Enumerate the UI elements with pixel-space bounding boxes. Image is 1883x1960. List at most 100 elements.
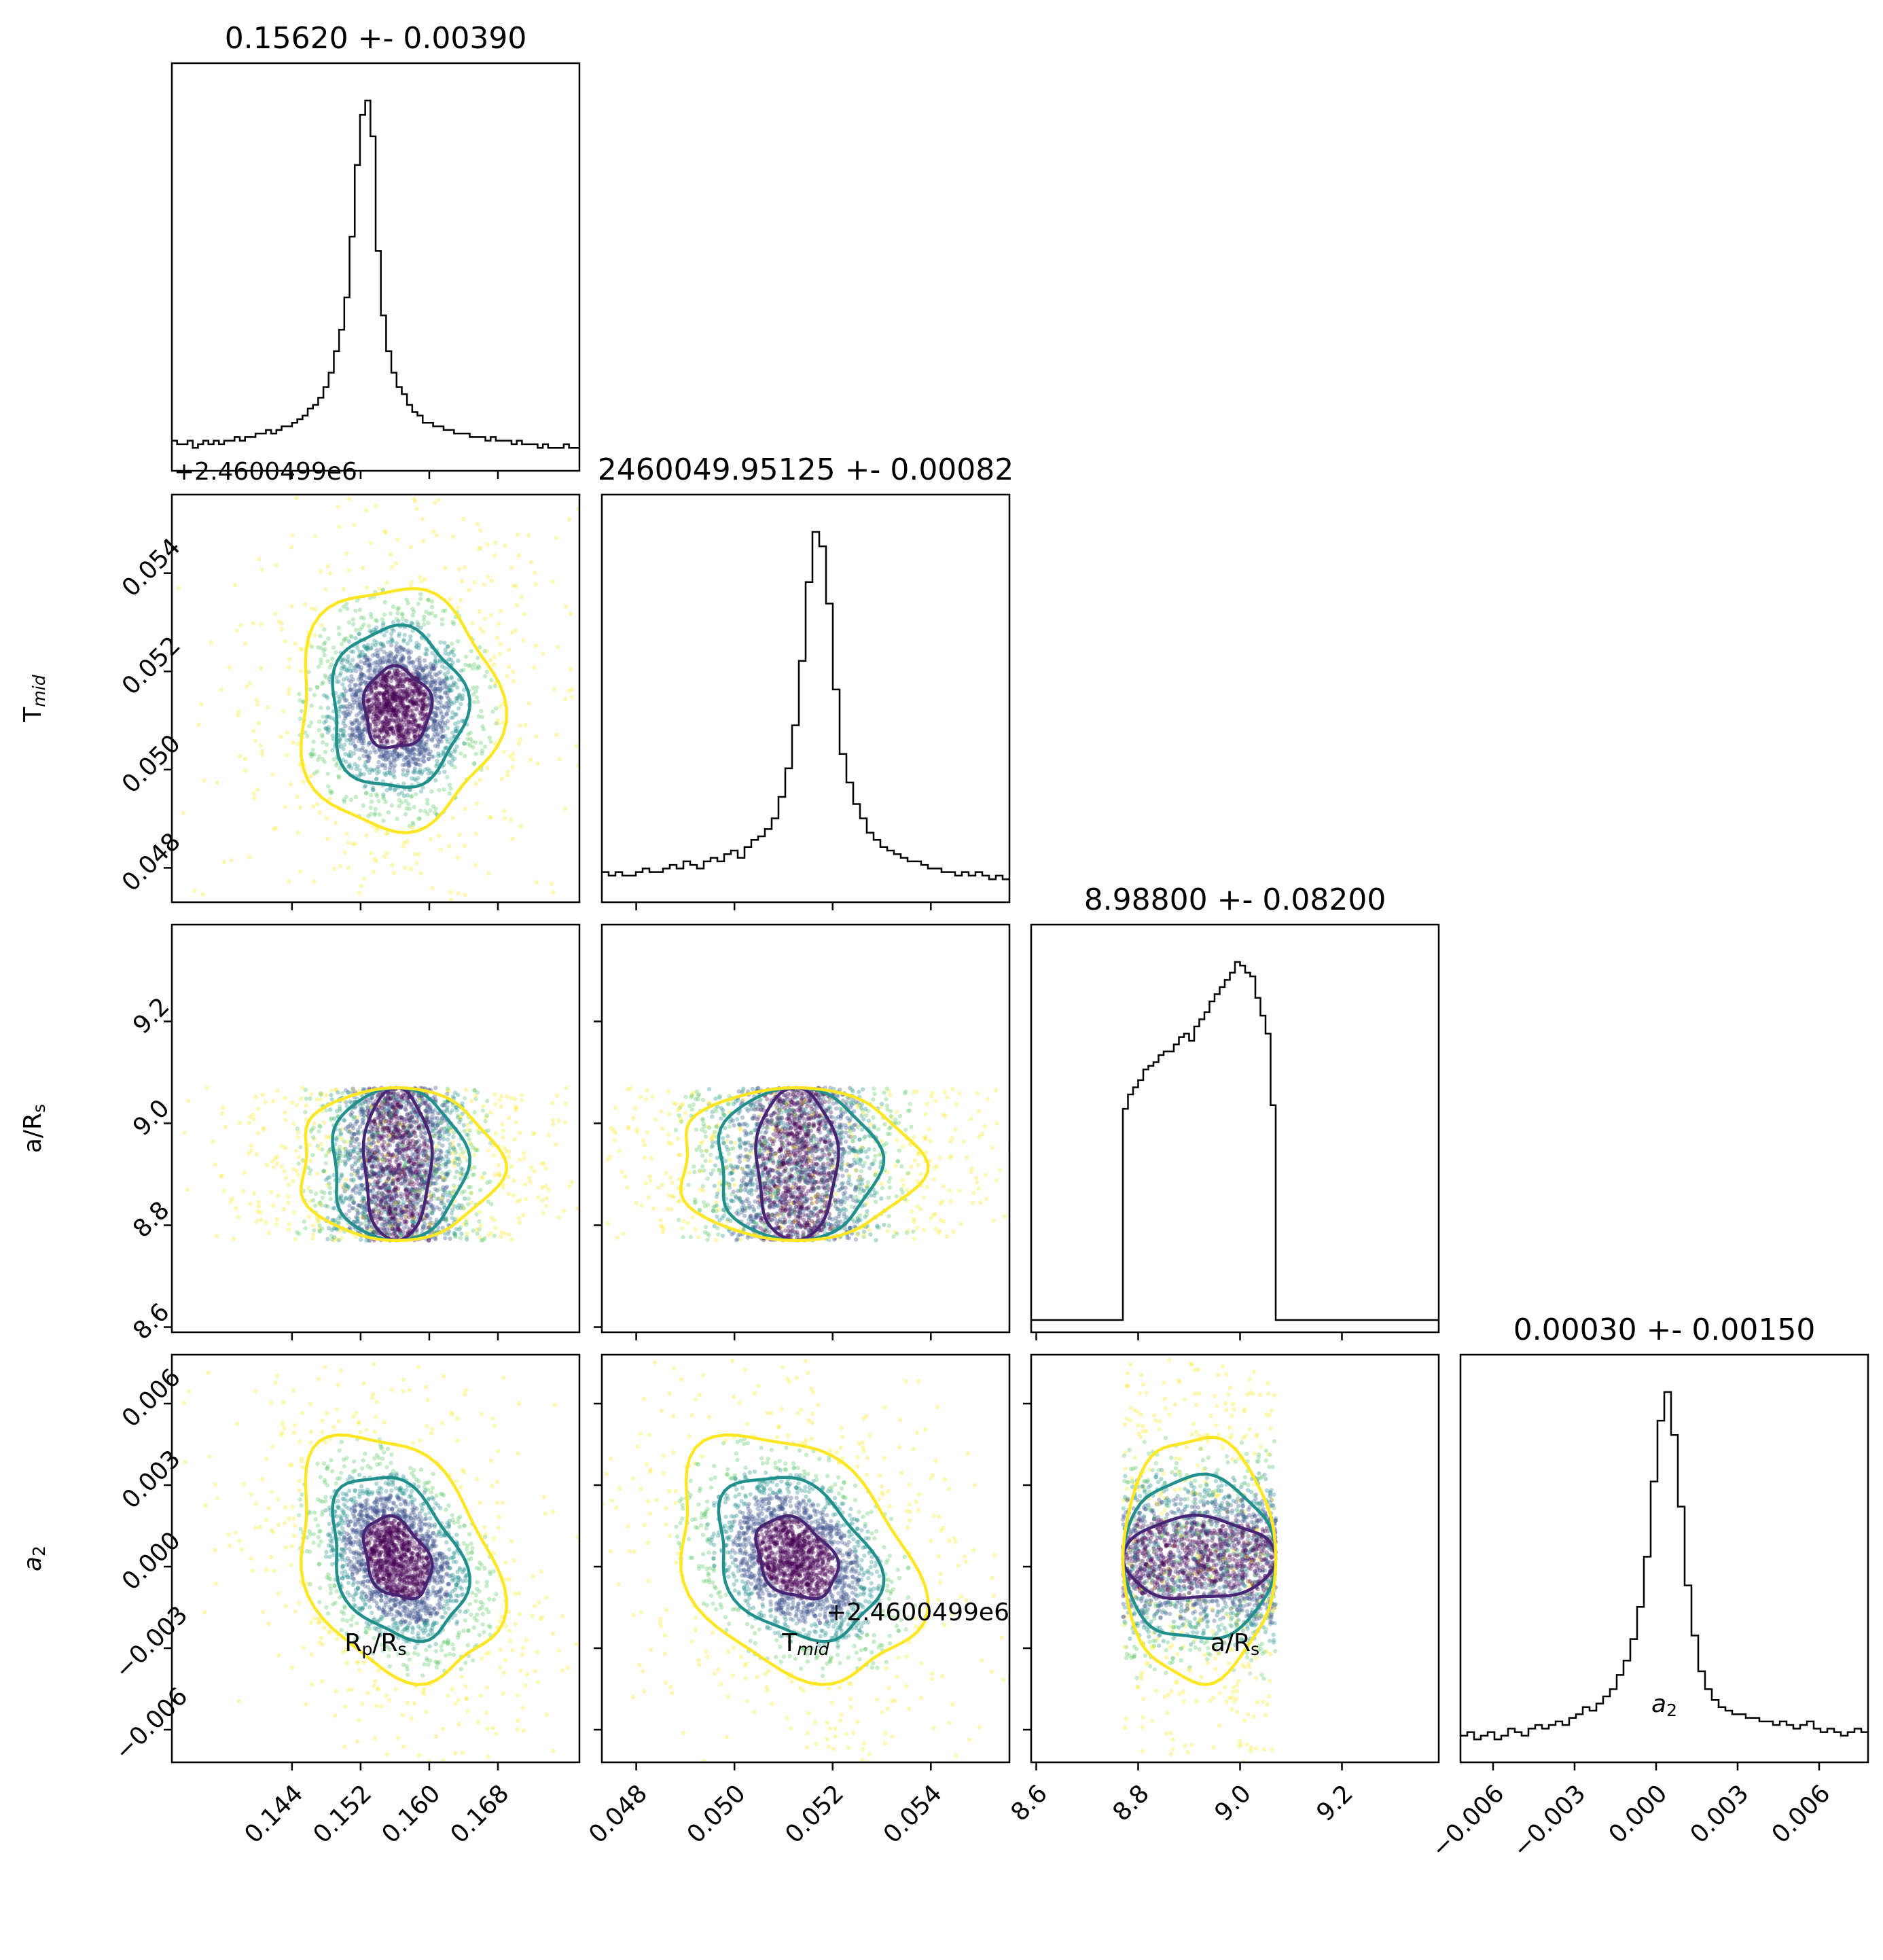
sample-point [395, 1099, 401, 1105]
sample-point [386, 705, 391, 710]
sample-point [289, 1024, 293, 1029]
sample-point [374, 694, 378, 699]
sample-point [385, 1165, 390, 1170]
sample-point [382, 727, 387, 732]
sample-point [404, 1219, 409, 1224]
sample-point [425, 747, 431, 751]
sample-point [413, 734, 418, 739]
sample-point [390, 689, 395, 694]
sample-point [383, 675, 388, 679]
sample-point [434, 533, 440, 538]
sample-point [393, 561, 399, 566]
sample-point [406, 760, 410, 765]
sample-point [400, 1154, 405, 1158]
sample-point [382, 692, 387, 697]
sample-point [316, 645, 321, 649]
sample-point [367, 755, 372, 760]
sample-point [327, 1186, 333, 1190]
sample-point [492, 1092, 497, 1097]
sample-point [380, 1115, 385, 1120]
sample-point [410, 1211, 416, 1216]
sample-point [378, 738, 383, 743]
sample-point [463, 1096, 467, 1101]
sample-point [404, 1116, 408, 1122]
sample-point [395, 669, 400, 674]
sample-point [402, 1192, 408, 1197]
sample-point [414, 698, 419, 702]
sample-point [363, 654, 368, 659]
sample-point [406, 723, 411, 728]
sample-point [439, 1156, 444, 1160]
sample-point [404, 761, 408, 766]
sample-point [323, 640, 327, 645]
sample-point [407, 823, 412, 828]
sample-point [452, 721, 458, 726]
sample-point [418, 676, 423, 681]
sample-point [329, 1097, 334, 1102]
sample-point [298, 762, 302, 768]
sample-point [384, 1133, 389, 1139]
sample-point [459, 1171, 464, 1175]
sample-point [408, 753, 413, 758]
sample-point [397, 673, 403, 678]
sample-point [460, 1101, 465, 1106]
sample-point [368, 805, 373, 810]
sample-point [449, 675, 454, 679]
sample-point [418, 690, 423, 696]
sample-point [370, 691, 375, 696]
sample-point [401, 683, 406, 689]
sample-point [348, 679, 354, 684]
sample-point [406, 698, 410, 703]
sample-point [414, 722, 418, 728]
sample-point [554, 535, 558, 540]
sample-point [359, 1107, 363, 1112]
sample-point [454, 1105, 459, 1110]
sample-point [377, 700, 382, 705]
sample-point [514, 584, 518, 588]
sample-point [356, 677, 361, 682]
sample-point [419, 1176, 424, 1181]
sample-point [351, 622, 356, 626]
sample-point [320, 1147, 325, 1152]
sample-point [518, 823, 524, 829]
sample-point [412, 747, 417, 752]
sample-point [310, 1236, 315, 1241]
sample-point [363, 764, 369, 770]
sample-point [376, 715, 380, 721]
sample-point [404, 690, 408, 695]
sample-point [368, 704, 373, 709]
sample-point [375, 771, 380, 776]
sample-point [399, 724, 404, 728]
sample-point [477, 665, 482, 670]
sample-point [192, 889, 197, 893]
sample-point [438, 669, 443, 675]
sample-point [367, 1173, 372, 1178]
sample-point [393, 685, 398, 690]
sample-point [398, 656, 404, 662]
sample-point [243, 768, 248, 773]
sample-point [438, 847, 444, 852]
sample-point [384, 694, 390, 698]
sample-point [351, 677, 355, 682]
sample-point [353, 842, 358, 847]
sample-point [387, 1117, 392, 1122]
sample-point [341, 677, 346, 682]
sample-point [331, 645, 336, 650]
sample-point [448, 688, 453, 694]
sample-point [378, 691, 382, 696]
sample-point [450, 1215, 454, 1220]
sample-point [406, 651, 412, 656]
sample-point [358, 391, 362, 395]
sample-point [338, 728, 342, 733]
sample-point [378, 1119, 383, 1124]
sample-point [386, 726, 391, 732]
sample-point [393, 713, 398, 717]
sample-point [471, 762, 476, 766]
sample-point [448, 649, 454, 655]
sample-point [426, 597, 431, 603]
sample-point [393, 694, 399, 699]
sample-point [385, 755, 391, 760]
sample-point [436, 497, 441, 503]
sample-point [457, 694, 463, 698]
sample-point [382, 690, 387, 696]
